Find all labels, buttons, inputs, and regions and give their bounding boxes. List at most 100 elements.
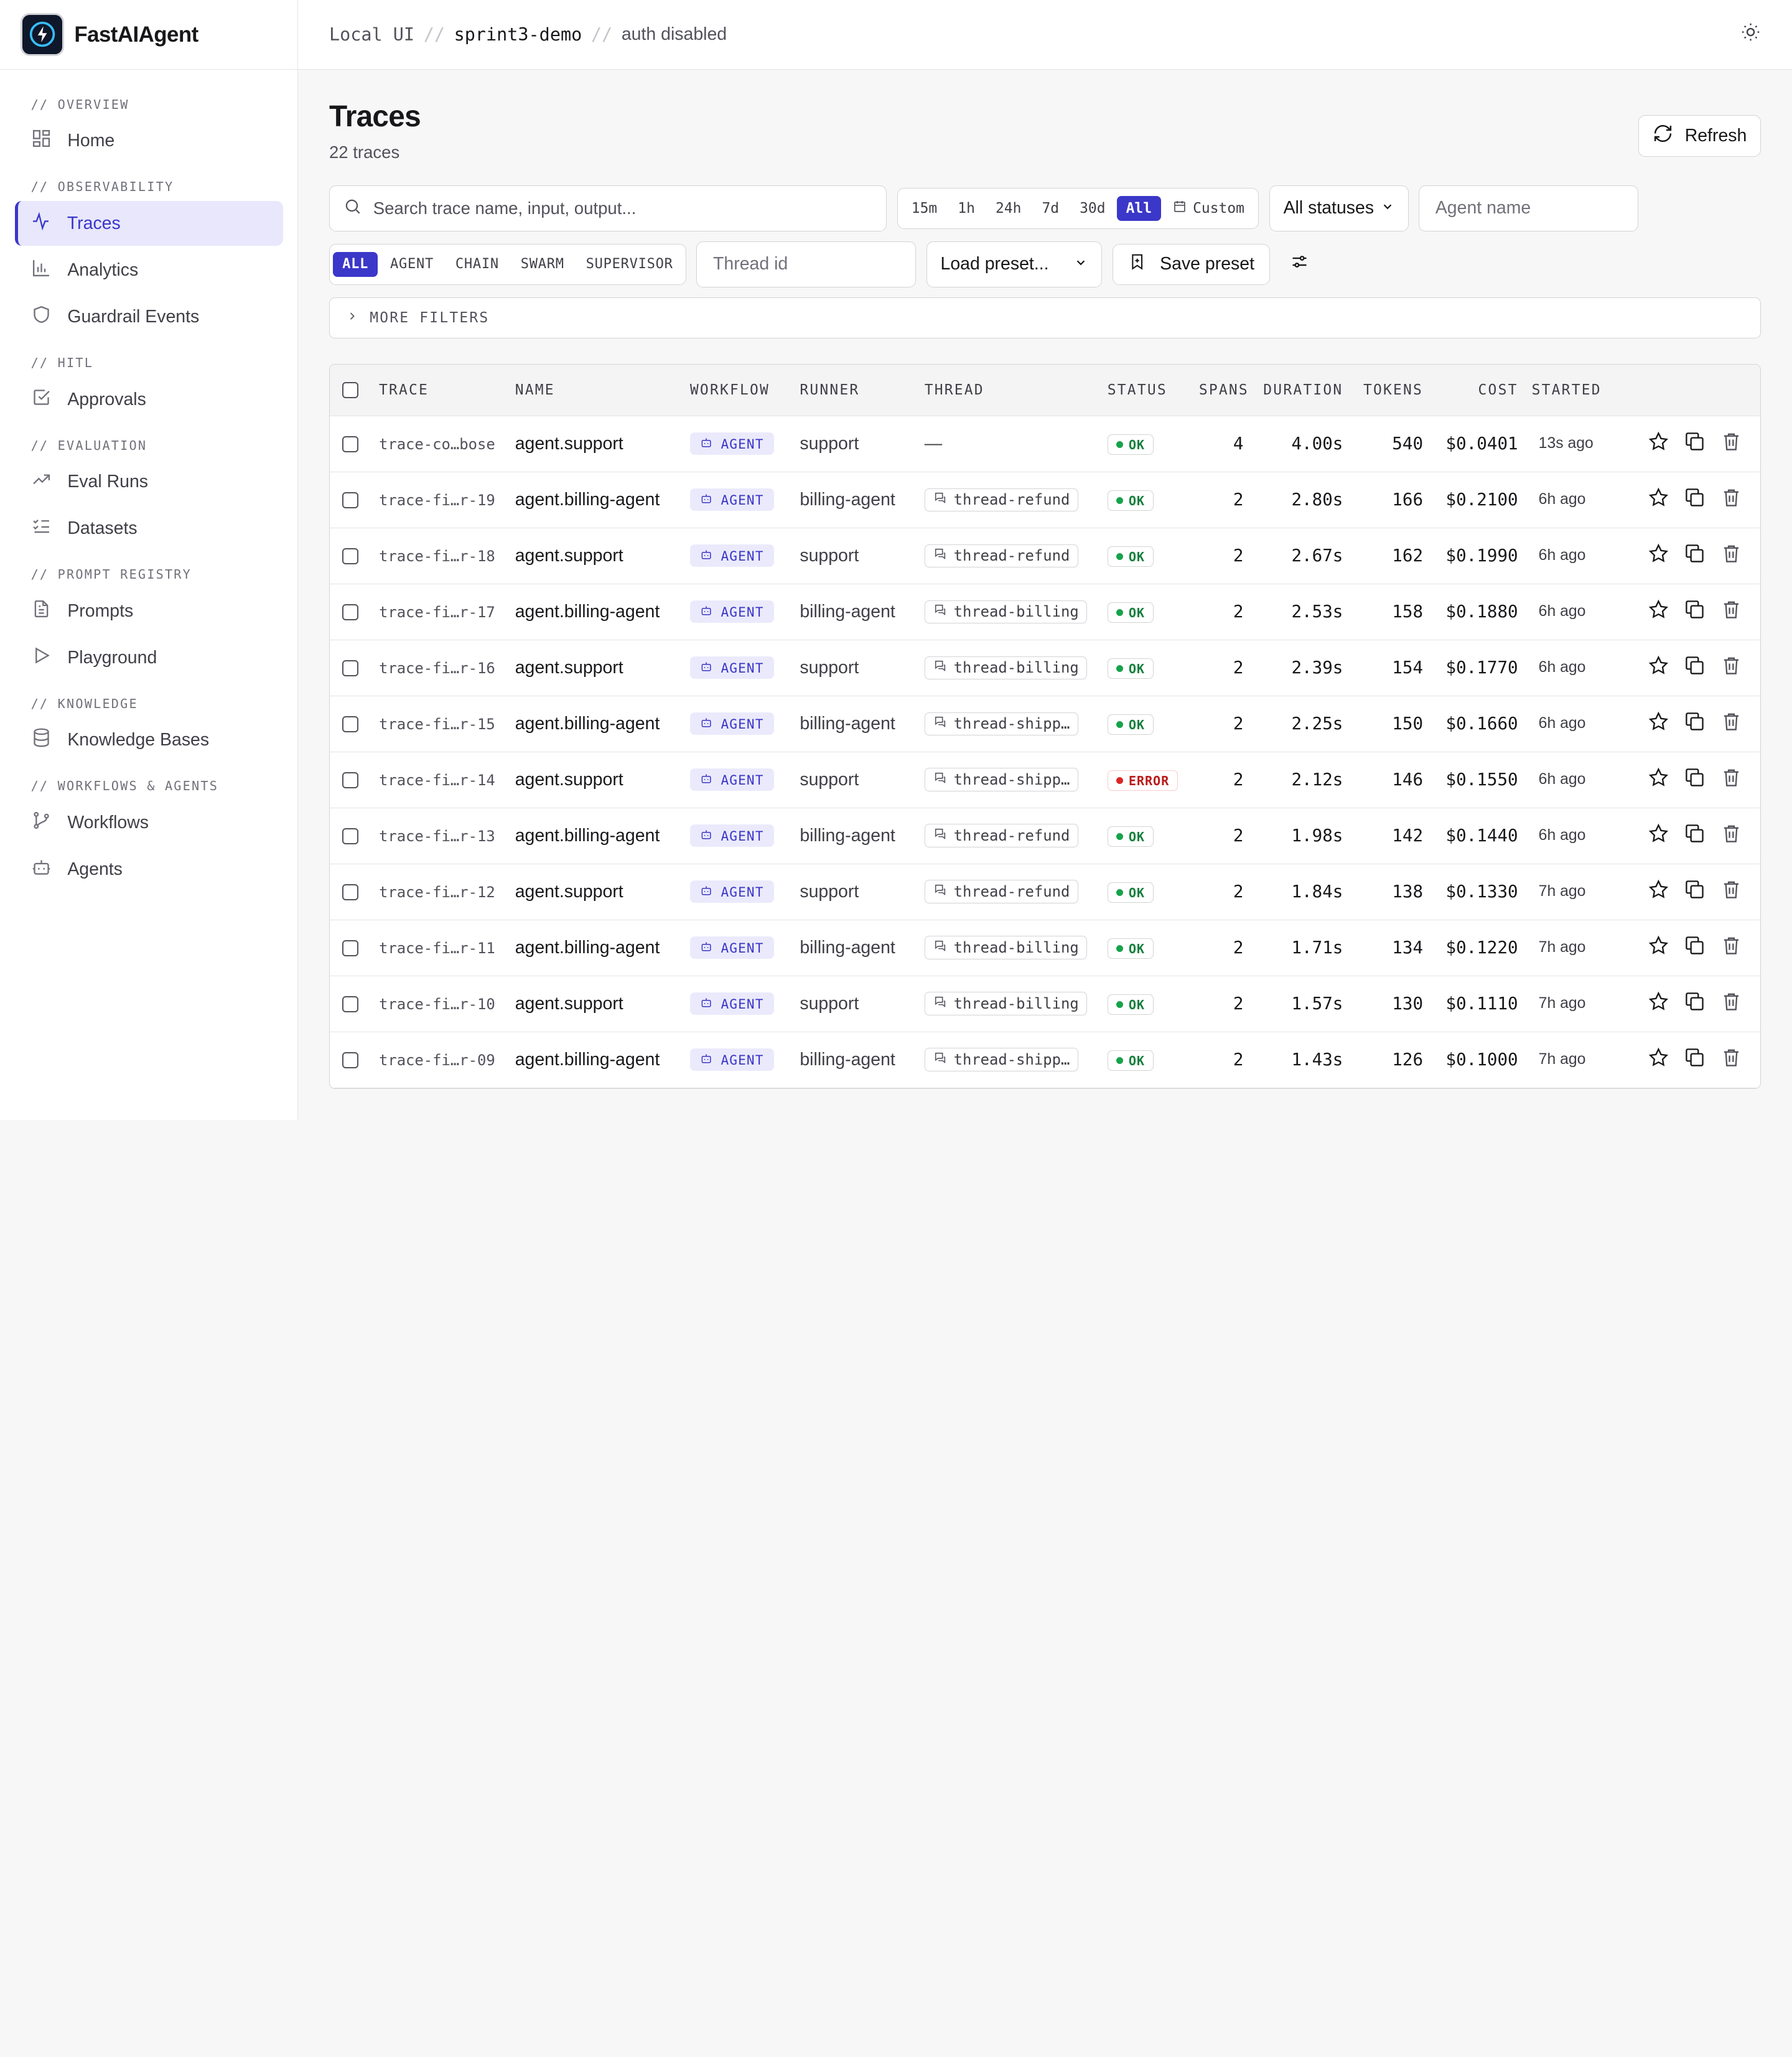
column-header-trace[interactable]: TRACE xyxy=(371,364,508,416)
table-row[interactable]: trace-fi…r-17 agent.billing-agent AGENT bil… xyxy=(329,584,1761,640)
kind-button-chain[interactable]: CHAIN xyxy=(455,256,499,273)
trace-id[interactable]: trace-fi…r-18 xyxy=(378,547,495,565)
star-icon[interactable] xyxy=(1648,431,1669,457)
copy-icon[interactable] xyxy=(1684,487,1706,513)
table-row[interactable]: trace-fi…r-10 agent.support AGENT support th… xyxy=(329,976,1761,1032)
copy-icon[interactable] xyxy=(1684,543,1706,569)
copy-icon[interactable] xyxy=(1684,431,1706,457)
thread-id-input[interactable]: Thread id xyxy=(696,241,916,287)
sidebar-item-eval-runs[interactable]: Eval Runs xyxy=(15,460,283,505)
sidebar-item-datasets[interactable]: Datasets xyxy=(15,506,283,551)
column-header-name[interactable]: NAME xyxy=(508,364,683,416)
breadcrumb-project[interactable]: sprint3-demo xyxy=(454,24,582,45)
trace-id[interactable]: trace-fi…r-09 xyxy=(378,1051,495,1069)
copy-icon[interactable] xyxy=(1684,655,1706,681)
trace-id[interactable]: trace-fi…r-16 xyxy=(378,659,495,677)
trace-name[interactable]: agent.support xyxy=(515,881,623,902)
trash-icon[interactable] xyxy=(1720,431,1742,457)
trash-icon[interactable] xyxy=(1720,543,1742,569)
sidebar-item-approvals[interactable]: Approvals xyxy=(15,377,283,422)
row-checkbox[interactable] xyxy=(342,828,358,844)
save-preset-button[interactable]: Save preset xyxy=(1112,243,1270,285)
star-icon[interactable] xyxy=(1648,1047,1669,1073)
status-select[interactable]: All statuses xyxy=(1269,185,1409,231)
thread-chip[interactable]: thread-shipp… xyxy=(924,712,1079,735)
star-icon[interactable] xyxy=(1648,543,1669,569)
kind-button-agent[interactable]: AGENT xyxy=(390,256,434,273)
column-header-cost[interactable]: COST xyxy=(1430,364,1525,416)
thread-chip[interactable]: thread-billing xyxy=(924,656,1087,679)
refresh-button[interactable]: Refresh xyxy=(1638,115,1762,157)
table-row[interactable]: trace-fi…r-14 agent.support AGENT support th… xyxy=(329,752,1761,808)
copy-icon[interactable] xyxy=(1684,599,1706,625)
trace-id[interactable]: trace-fi…r-15 xyxy=(378,715,495,733)
trash-icon[interactable] xyxy=(1720,1047,1742,1073)
thread-chip[interactable]: thread-refund xyxy=(924,488,1079,511)
star-icon[interactable] xyxy=(1648,935,1669,961)
star-icon[interactable] xyxy=(1648,599,1669,625)
trash-icon[interactable] xyxy=(1720,599,1742,625)
row-checkbox[interactable] xyxy=(342,940,358,956)
trace-id[interactable]: trace-fi…r-12 xyxy=(378,883,495,901)
star-icon[interactable] xyxy=(1648,711,1669,737)
preset-select[interactable]: Load preset... xyxy=(926,241,1103,287)
trace-name[interactable]: agent.support xyxy=(515,769,623,790)
trace-id[interactable]: trace-fi…r-11 xyxy=(378,939,495,957)
select-all-checkbox[interactable] xyxy=(329,364,372,416)
table-row[interactable]: trace-co…bose agent.support AGENT support — O… xyxy=(329,416,1761,472)
range-button-custom[interactable]: Custom xyxy=(1163,195,1253,223)
breadcrumb-local[interactable]: Local UI xyxy=(329,24,414,45)
trace-name[interactable]: agent.billing-agent xyxy=(515,937,660,958)
range-button-30d[interactable]: 30d xyxy=(1080,200,1106,217)
trash-icon[interactable] xyxy=(1720,823,1742,849)
agent-name-input[interactable]: Agent name xyxy=(1419,185,1638,231)
row-checkbox[interactable] xyxy=(342,660,358,677)
trash-icon[interactable] xyxy=(1720,767,1742,793)
kind-button-swarm[interactable]: SWARM xyxy=(520,256,564,273)
sidebar-item-workflows[interactable]: Workflows xyxy=(15,800,283,845)
table-row[interactable]: trace-fi…r-11 agent.billing-agent AGENT bil… xyxy=(329,920,1761,976)
trash-icon[interactable] xyxy=(1720,879,1742,905)
trace-id[interactable]: trace-fi…r-17 xyxy=(378,603,495,621)
table-row[interactable]: trace-fi…r-15 agent.billing-agent AGENT bil… xyxy=(329,696,1761,752)
row-checkbox[interactable] xyxy=(342,436,358,453)
trace-id[interactable]: trace-fi…r-10 xyxy=(378,995,495,1013)
trace-name[interactable]: agent.billing-agent xyxy=(515,1049,660,1070)
trace-id[interactable]: trace-fi…r-13 xyxy=(378,827,495,845)
row-checkbox[interactable] xyxy=(342,772,358,788)
copy-icon[interactable] xyxy=(1684,823,1706,849)
column-header-started[interactable]: STARTED xyxy=(1524,364,1618,416)
trace-name[interactable]: agent.support xyxy=(515,993,623,1014)
star-icon[interactable] xyxy=(1648,655,1669,681)
sidebar-item-agents[interactable]: Agents xyxy=(15,847,283,892)
column-header-thread[interactable]: THREAD xyxy=(917,364,1101,416)
sidebar-item-prompts[interactable]: Prompts xyxy=(15,589,283,633)
copy-icon[interactable] xyxy=(1684,711,1706,737)
range-button-15m[interactable]: 15m xyxy=(911,200,938,217)
copy-icon[interactable] xyxy=(1684,767,1706,793)
sidebar-item-knowledge-bases[interactable]: Knowledge Bases xyxy=(15,718,283,763)
row-checkbox[interactable] xyxy=(342,548,358,565)
thread-chip[interactable]: thread-shipp… xyxy=(924,1048,1079,1071)
thread-chip[interactable]: thread-billing xyxy=(924,992,1087,1015)
row-checkbox[interactable] xyxy=(342,1052,358,1068)
theme-toggle-sun-icon[interactable] xyxy=(1740,22,1761,47)
trash-icon[interactable] xyxy=(1720,655,1742,681)
sidebar-item-playground[interactable]: Playground xyxy=(15,636,283,681)
trace-name[interactable]: agent.support xyxy=(515,433,623,454)
table-row[interactable]: trace-fi…r-09 agent.billing-agent AGENT bil… xyxy=(329,1032,1761,1088)
star-icon[interactable] xyxy=(1648,991,1669,1017)
row-checkbox[interactable] xyxy=(342,996,358,1012)
trace-id[interactable]: trace-fi…r-19 xyxy=(378,491,495,509)
row-checkbox[interactable] xyxy=(342,716,358,733)
trash-icon[interactable] xyxy=(1720,487,1742,513)
range-button-1h[interactable]: 1h xyxy=(958,200,975,217)
thread-chip[interactable]: thread-billing xyxy=(924,600,1087,623)
trash-icon[interactable] xyxy=(1720,935,1742,961)
trace-name[interactable]: agent.support xyxy=(515,545,623,566)
column-header-runner[interactable]: RUNNER xyxy=(793,364,918,416)
star-icon[interactable] xyxy=(1648,767,1669,793)
table-row[interactable]: trace-fi…r-12 agent.support AGENT support th… xyxy=(329,864,1761,920)
sidebar-item-traces[interactable]: Traces xyxy=(14,201,283,246)
table-row[interactable]: trace-fi…r-16 agent.support AGENT support th… xyxy=(329,640,1761,696)
